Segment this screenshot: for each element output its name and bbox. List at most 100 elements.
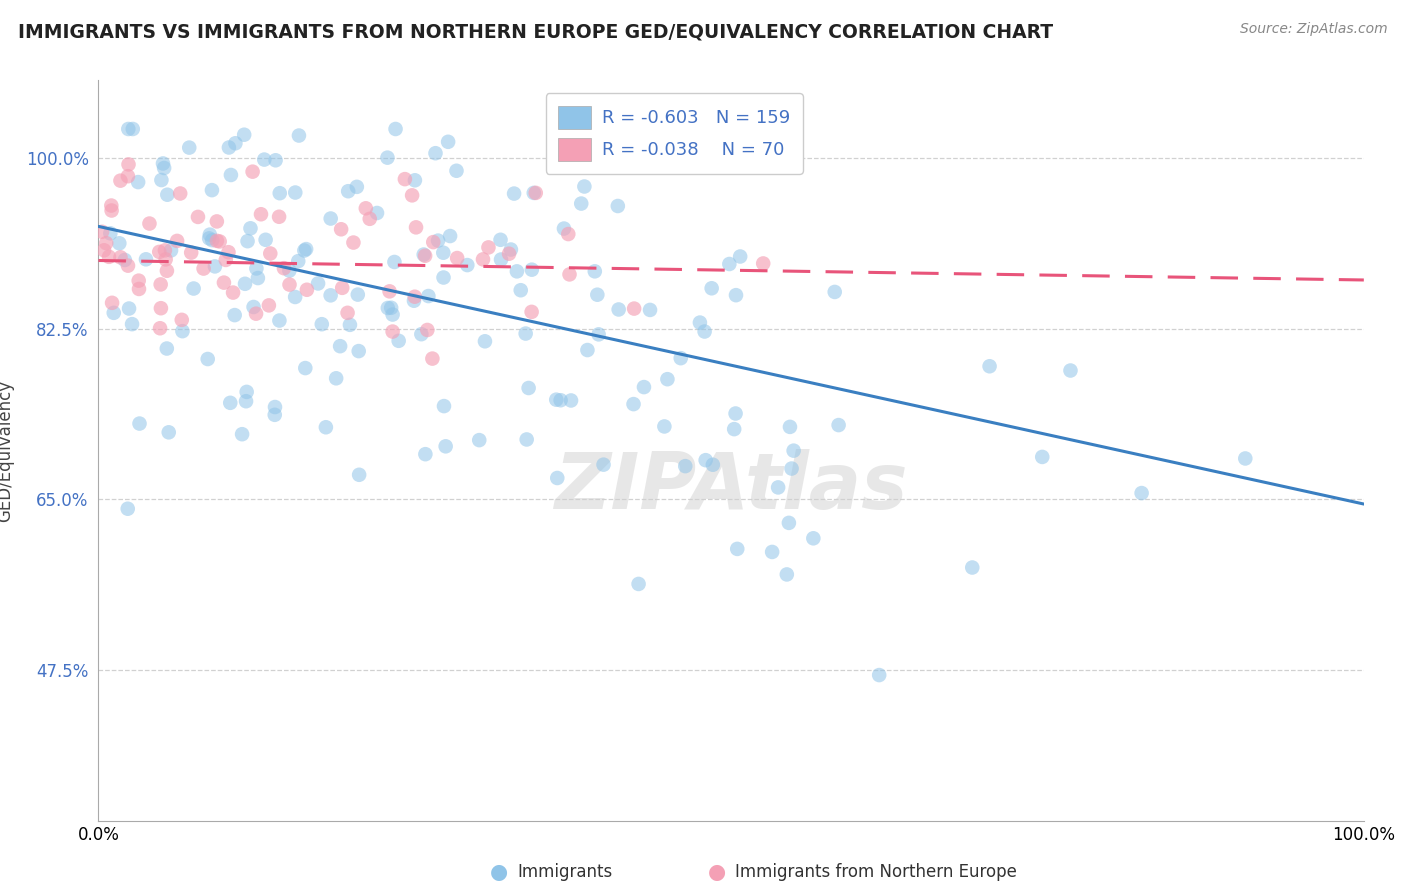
Point: [623, 301, 645, 316]
Point: [254, 233, 277, 247]
Point: [366, 206, 388, 220]
Point: [284, 290, 307, 304]
Point: [231, 427, 253, 442]
Point: [472, 252, 495, 267]
Point: [412, 247, 434, 261]
Point: [156, 264, 179, 278]
Point: [149, 277, 172, 292]
Point: [592, 458, 614, 472]
Point: [319, 288, 342, 302]
Point: [606, 199, 628, 213]
Point: [245, 261, 267, 276]
Point: [114, 252, 136, 267]
Point: [520, 262, 543, 277]
Point: [325, 371, 347, 385]
Point: [149, 321, 172, 335]
Point: [654, 419, 676, 434]
Point: [474, 334, 496, 349]
Point: [100, 203, 122, 218]
Point: [193, 261, 215, 276]
Point: [204, 260, 226, 274]
Point: [183, 281, 205, 295]
Point: [418, 289, 440, 303]
Point: [121, 122, 143, 136]
Point: [359, 211, 381, 226]
Text: IMMIGRANTS VS IMMIGRANTS FROM NORTHERN EUROPE GED/EQUIVALENCY CORRELATION CHART: IMMIGRANTS VS IMMIGRANTS FROM NORTHERN E…: [18, 22, 1053, 41]
Point: [205, 214, 228, 228]
Point: [96, 236, 118, 251]
Point: [219, 396, 242, 410]
Point: [219, 168, 242, 182]
Point: [546, 392, 568, 407]
Point: [489, 252, 512, 267]
Text: ●: ●: [491, 863, 508, 882]
Point: [342, 235, 364, 250]
Text: Source: ZipAtlas.com: Source: ZipAtlas.com: [1240, 22, 1388, 37]
Point: [170, 313, 193, 327]
Point: [128, 274, 150, 288]
Point: [149, 301, 172, 316]
Point: [224, 136, 246, 151]
Point: [235, 384, 257, 399]
Point: [1234, 451, 1257, 466]
Point: [477, 240, 499, 254]
Point: [506, 264, 529, 278]
Point: [377, 151, 399, 165]
Point: [669, 351, 692, 366]
Point: [217, 245, 239, 260]
Point: [413, 249, 436, 263]
Point: [337, 184, 360, 198]
Point: [434, 439, 457, 453]
Point: [402, 293, 425, 308]
Point: [253, 153, 276, 167]
Point: [242, 164, 264, 178]
Point: [295, 242, 318, 256]
Point: [381, 308, 404, 322]
Point: [427, 234, 450, 248]
Point: [517, 381, 540, 395]
Point: [108, 236, 131, 251]
Point: [264, 153, 287, 168]
Point: [377, 301, 399, 315]
Point: [557, 227, 579, 241]
Point: [284, 186, 307, 200]
Point: [180, 245, 202, 260]
Point: [278, 277, 301, 292]
Point: [724, 407, 747, 421]
Point: [378, 285, 401, 299]
Point: [245, 307, 267, 321]
Point: [250, 207, 273, 221]
Point: [523, 186, 546, 200]
Text: ZIPAtlas: ZIPAtlas: [554, 450, 908, 525]
Point: [724, 288, 747, 302]
Point: [166, 234, 188, 248]
Point: [560, 393, 582, 408]
Point: [212, 276, 235, 290]
Point: [388, 334, 411, 348]
Point: [627, 577, 650, 591]
Point: [169, 186, 191, 201]
Point: [456, 258, 478, 272]
Point: [208, 235, 231, 249]
Point: [152, 156, 174, 170]
Point: [354, 202, 377, 216]
Point: [117, 259, 139, 273]
Point: [330, 281, 353, 295]
Point: [239, 221, 262, 235]
Point: [638, 302, 661, 317]
Point: [384, 122, 406, 136]
Point: [259, 246, 281, 260]
Point: [128, 417, 150, 431]
Point: [776, 567, 799, 582]
Point: [446, 163, 468, 178]
Point: [117, 122, 139, 136]
Point: [520, 305, 543, 319]
Point: [583, 264, 606, 278]
Point: [319, 211, 342, 226]
Point: [1031, 450, 1053, 464]
Point: [1059, 363, 1081, 377]
Point: [405, 220, 427, 235]
Point: [347, 344, 370, 359]
Point: [979, 359, 1001, 374]
Point: [100, 198, 122, 212]
